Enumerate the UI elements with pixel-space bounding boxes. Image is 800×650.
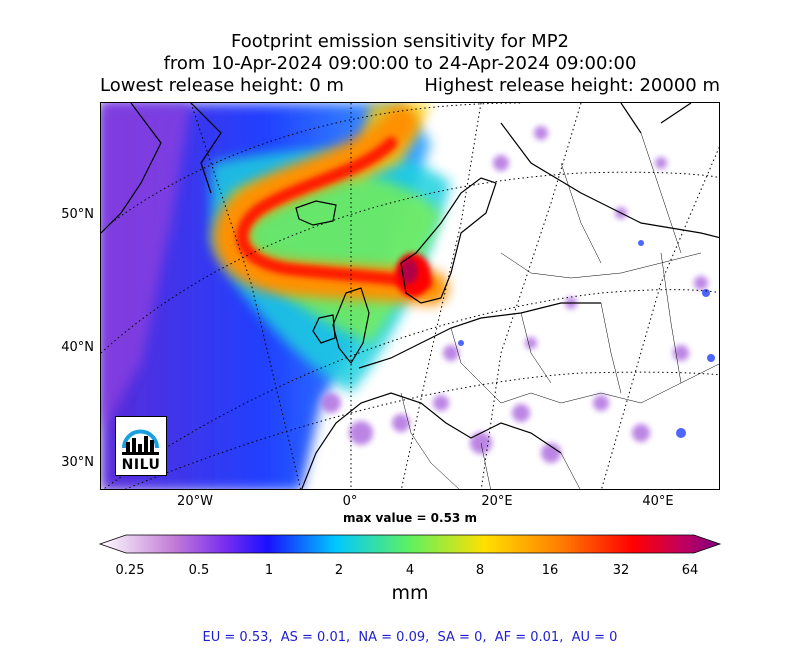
graticule (101, 103, 719, 489)
lon-label-20w: 20°W (177, 494, 213, 509)
lowest-release-height: Lowest release height: 0 m (100, 75, 344, 96)
title-line-1: Footprint emission sensitivity for MP2 (230, 31, 569, 52)
lat-label-40n: 40°N (61, 340, 94, 355)
lon-label-40e: 40°E (642, 494, 674, 509)
map-canvas (101, 103, 719, 489)
max-value-label: max value = 0.53 m (343, 511, 477, 525)
title-line-2: from 10-Apr-2024 09:00:00 to 24-Apr-2024… (163, 53, 637, 74)
lat-label-50n: 50°N (61, 207, 94, 222)
colorbar-tick-0.25: 0.25 (115, 563, 145, 578)
nilu-logo-text: NILU (121, 457, 161, 473)
footprint-map[interactable] (100, 102, 720, 490)
lon-label-0: 0° (342, 494, 358, 509)
coastlines (101, 103, 719, 489)
highest-release-height: Highest release height: 20000 m (424, 75, 720, 96)
colorbar-tick-1: 1 (264, 563, 274, 578)
region-summary: EU = 0.53, AS = 0.01, NA = 0.09, SA = 0,… (202, 630, 618, 645)
colorbar-tick-32: 32 (612, 563, 630, 578)
colorbar-tick-0.5: 0.5 (188, 563, 210, 578)
country-borders (400, 132, 719, 489)
nilu-logo-icon (122, 429, 159, 455)
nilu-logo: NILU (115, 416, 167, 476)
colorbar-unit: mm (391, 582, 429, 604)
colorbar (98, 534, 722, 554)
colorbar-tick-4: 4 (405, 563, 415, 578)
colorbar-tick-2: 2 (334, 563, 344, 578)
sensitivity-field (101, 103, 715, 489)
colorbar-tick-64: 64 (681, 563, 699, 578)
lon-label-20e: 20°E (481, 494, 513, 509)
colorbar-tick-8: 8 (475, 563, 485, 578)
colorbar-tick-16: 16 (541, 563, 559, 578)
lat-label-30n: 30°N (61, 455, 94, 470)
